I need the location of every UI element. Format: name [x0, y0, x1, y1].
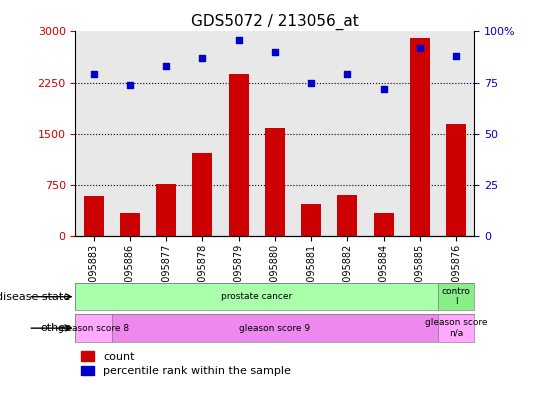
Bar [75, 314, 112, 342]
Bar [438, 283, 474, 310]
Bar [112, 31, 148, 236]
Bar [112, 314, 438, 342]
Bar [184, 31, 220, 236]
Text: prostate cancer: prostate cancer [221, 292, 292, 301]
Legend: count, percentile rank within the sample: count, percentile rank within the sample [81, 351, 291, 376]
Bar [148, 31, 184, 236]
Bar [84, 196, 103, 236]
Text: gleason score
n/a: gleason score n/a [425, 318, 487, 338]
Text: disease state: disease state [0, 292, 70, 302]
Bar [446, 124, 466, 236]
Text: gleason score 8: gleason score 8 [58, 324, 129, 332]
Bar [75, 31, 112, 236]
Bar [337, 195, 357, 236]
Point [89, 71, 98, 77]
Point [452, 53, 460, 59]
Bar [374, 213, 393, 236]
Text: other: other [40, 323, 70, 333]
Point [271, 49, 279, 55]
Bar [257, 31, 293, 236]
Bar [365, 31, 402, 236]
Title: GDS5072 / 213056_at: GDS5072 / 213056_at [191, 14, 359, 30]
Point [307, 79, 315, 86]
Bar [438, 314, 474, 342]
Bar [192, 153, 212, 236]
Bar [156, 184, 176, 236]
Bar [229, 73, 248, 236]
Bar [293, 31, 329, 236]
Text: contro
l: contro l [442, 287, 471, 307]
Point [198, 55, 206, 61]
Bar [301, 204, 321, 236]
Point [343, 71, 352, 77]
Point [126, 81, 134, 88]
Bar [402, 31, 438, 236]
Point [379, 86, 388, 92]
Point [234, 37, 243, 43]
Bar [120, 213, 140, 236]
Text: gleason score 9: gleason score 9 [239, 324, 310, 332]
Bar [438, 31, 474, 236]
Bar [410, 38, 430, 236]
Point [162, 63, 170, 69]
Point [416, 45, 424, 51]
Bar [220, 31, 257, 236]
Bar [329, 31, 365, 236]
Bar [265, 128, 285, 236]
